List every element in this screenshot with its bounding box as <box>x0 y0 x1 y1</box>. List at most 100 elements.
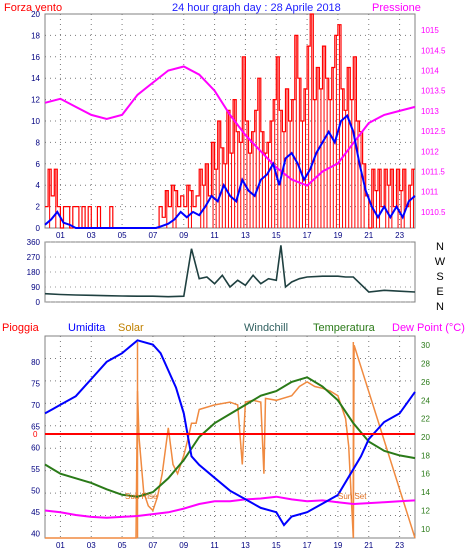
compass-letter: E <box>436 286 443 298</box>
pressure-tick-label: 1012.5 <box>421 127 446 136</box>
temperature-tick-label: 20 <box>421 433 430 442</box>
y-tick-label: 4 <box>36 181 41 190</box>
x-tick-label: 15 <box>272 541 281 550</box>
temperature-tick-label: 12 <box>421 506 430 515</box>
y-tick-label: 14 <box>31 74 40 83</box>
temperature-tick-label: 24 <box>421 396 430 405</box>
direction-tick-label: 0 <box>36 298 41 307</box>
x-tick-label: 21 <box>364 541 373 550</box>
pressure-tick-label: 1011.5 <box>421 167 445 176</box>
chart-title: 24 hour graph day : 28 Aprile 2018 <box>172 2 341 14</box>
wind-direction-series <box>44 245 416 298</box>
temp-panel-grid <box>45 336 415 538</box>
compass-letter: S <box>436 271 443 283</box>
x-tick-label: 15 <box>272 231 281 240</box>
pressure-right-tick-labels: 1010.5 1011 1011.5 1012 1012.5 1013 1013.5 1014… <box>421 26 446 217</box>
wind-average-line <box>44 113 416 229</box>
solar-line <box>45 344 416 539</box>
humidity-series <box>44 339 416 527</box>
temperature-right-tick-labels: 10 12 14 16 18 20 22 24 26 28 30 <box>421 341 430 534</box>
x-tick-label: 23 <box>395 541 404 550</box>
temperatura-label: Temperatura <box>313 322 376 334</box>
dewpoint-line <box>44 495 416 519</box>
x-tick-label: 17 <box>303 231 312 240</box>
y-tick-label: 6 <box>36 160 41 169</box>
forza-vento-label: Forza vento <box>4 2 62 14</box>
temp-x-tick-labels: 01 03 05 07 09 11 13 15 17 19 21 23 <box>56 541 405 550</box>
solar-label: Solar <box>118 322 144 334</box>
humidity-left-tick-labels: 40 45 50 55 60 65 70 75 80 <box>31 358 40 539</box>
sunrise-label: Sun Rise <box>125 492 158 501</box>
humidity-tick-label: 50 <box>31 487 40 496</box>
humidity-tick-label: 70 <box>31 401 40 410</box>
temp-panel-frame <box>44 335 416 539</box>
temperature-tick-label: 10 <box>421 525 430 534</box>
y-tick-label: 10 <box>31 117 40 126</box>
temperature-series <box>44 376 416 498</box>
x-tick-label: 19 <box>333 231 342 240</box>
humidity-tick-label: 45 <box>31 508 40 517</box>
pressure-line <box>44 65 416 187</box>
compass-letter: W <box>435 256 446 268</box>
x-tick-label: 11 <box>210 231 219 240</box>
wind-direction-line <box>44 245 416 298</box>
wind-gust-line <box>45 13 415 229</box>
humidity-tick-label: 80 <box>31 358 40 367</box>
direction-tick-label: 360 <box>27 238 41 247</box>
pressure-tick-label: 1015 <box>421 26 439 35</box>
x-tick-label: 21 <box>364 231 373 240</box>
x-tick-label: 05 <box>118 541 127 550</box>
solar-series <box>45 342 416 539</box>
compass-letter: N <box>436 241 444 253</box>
direction-tick-label: 270 <box>27 253 41 262</box>
windchill-line <box>44 376 416 498</box>
umidita-label: Umidita <box>68 322 106 334</box>
pressure-tick-label: 1014 <box>421 67 439 76</box>
humidity-tick-label: 65 <box>31 422 40 431</box>
rain-zero-value: 0 <box>33 430 38 439</box>
sunset-label: Sun Set <box>338 492 367 501</box>
temperature-tick-label: 18 <box>421 451 430 460</box>
pressure-tick-label: 1013.5 <box>421 87 446 96</box>
compass-letter: N <box>436 301 444 313</box>
windchill-label: Windchill <box>244 322 288 334</box>
pressure-tick-label: 1013 <box>421 107 439 116</box>
x-tick-label: 19 <box>333 541 342 550</box>
direction-tick-label: 90 <box>31 283 40 292</box>
y-tick-label: 20 <box>31 10 40 19</box>
temperature-tick-label: 26 <box>421 378 430 387</box>
y-tick-label: 2 <box>36 203 41 212</box>
x-tick-label: 03 <box>87 231 96 240</box>
dew-point-label: Dew Point (°C) <box>392 322 465 334</box>
direction-tick-labels: 0 90 180 270 360 <box>27 238 41 307</box>
temperature-line <box>44 376 416 498</box>
y-tick-label: 0 <box>36 224 41 233</box>
y-tick-label: 16 <box>31 53 40 62</box>
x-tick-label: 17 <box>303 541 312 550</box>
x-tick-label: 13 <box>241 541 250 550</box>
pioggia-label: Pioggia <box>2 322 40 334</box>
dewpoint-series <box>44 495 416 519</box>
temperature-tick-label: 16 <box>421 470 430 479</box>
wind-average-series <box>44 113 416 229</box>
x-tick-label: 05 <box>118 231 127 240</box>
temperature-tick-label: 14 <box>421 488 430 497</box>
x-tick-label: 11 <box>210 541 219 550</box>
humidity-tick-label: 60 <box>31 444 40 453</box>
x-tick-label: 13 <box>241 231 250 240</box>
wind-left-tick-labels: 0 2 4 6 8 10 12 14 16 18 20 <box>31 10 40 233</box>
humidity-tick-label: 75 <box>31 379 40 388</box>
y-tick-label: 8 <box>36 138 41 147</box>
humidity-tick-label: 55 <box>31 465 40 474</box>
pressure-series <box>44 65 416 187</box>
y-tick-label: 12 <box>31 96 40 105</box>
x-tick-label: 01 <box>56 231 65 240</box>
direction-tick-label: 180 <box>27 268 41 277</box>
wind-x-tick-labels: 01 03 05 07 09 11 13 15 17 19 21 23 <box>56 231 405 240</box>
temperature-tick-label: 30 <box>421 341 430 350</box>
x-tick-label: 03 <box>87 541 96 550</box>
y-tick-label: 18 <box>31 31 40 40</box>
x-tick-label: 07 <box>148 541 157 550</box>
